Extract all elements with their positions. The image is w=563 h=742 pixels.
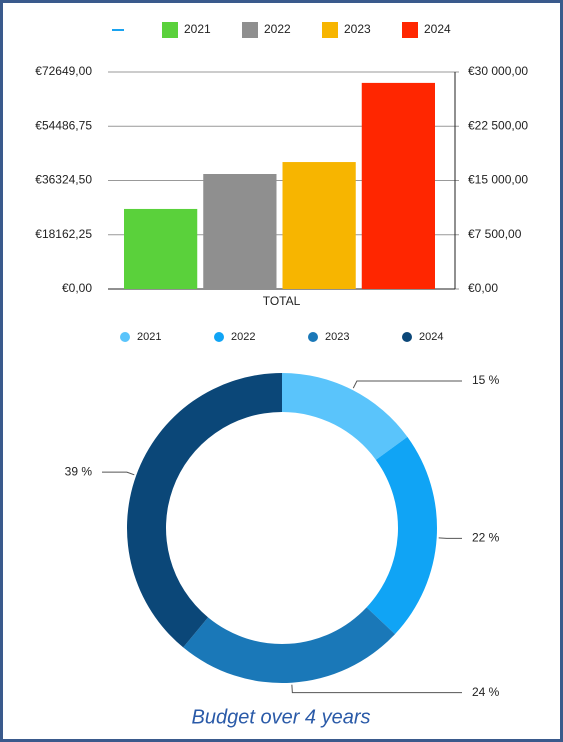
- leader-line: [438, 537, 462, 539]
- legend-label: 2023: [325, 331, 349, 343]
- bar: [124, 208, 198, 289]
- y2-tick-label: €30 000,00: [468, 64, 528, 78]
- legend-swatch: [308, 332, 318, 342]
- y-tick-label: €72649,00: [35, 64, 92, 78]
- legend-swatch: [402, 332, 412, 342]
- legend-swatch: [120, 332, 130, 342]
- legend-swatch: [402, 22, 418, 38]
- legend-label: 2023: [344, 22, 371, 36]
- bar: [203, 174, 277, 289]
- legend-label: 2021: [137, 331, 161, 343]
- leader-line: [102, 471, 135, 476]
- y2-tick-label: €7 500,00: [468, 227, 522, 241]
- legend-label: 2022: [264, 22, 291, 36]
- value-label: 39 %: [65, 464, 93, 478]
- y-tick-label: €36324,50: [35, 173, 92, 187]
- bar: [282, 162, 356, 289]
- caption: Budget over 4 years: [192, 706, 371, 728]
- donut-slice: [282, 373, 408, 460]
- leader-line: [291, 684, 462, 694]
- donut-slice: [126, 372, 282, 648]
- value-label: 24 %: [472, 685, 500, 699]
- leader-line: [352, 380, 462, 389]
- y2-tick-label: €22 500,00: [468, 118, 528, 132]
- value-label: 15 %: [472, 373, 500, 387]
- y2-tick-label: €0,00: [468, 281, 498, 295]
- y2-tick-label: €15 000,00: [468, 173, 528, 187]
- donut-slice: [366, 436, 437, 635]
- donut-slice: [183, 607, 395, 684]
- legend-swatch: [242, 22, 258, 38]
- legend-swatch: [162, 22, 178, 38]
- y-tick-label: €18162,25: [35, 227, 92, 241]
- y-tick-label: €0,00: [62, 281, 92, 295]
- legend-swatch: [214, 332, 224, 342]
- legend-label: 2024: [419, 331, 443, 343]
- value-label: 22 %: [472, 531, 500, 545]
- legend-label: 2021: [184, 22, 211, 36]
- legend-label: 2024: [424, 22, 451, 36]
- bar: [361, 82, 435, 289]
- x-tick-label: TOTAL: [263, 294, 301, 308]
- y-tick-label: €54486,75: [35, 118, 92, 132]
- legend-swatch: [322, 22, 338, 38]
- legend-label: 2022: [231, 331, 255, 343]
